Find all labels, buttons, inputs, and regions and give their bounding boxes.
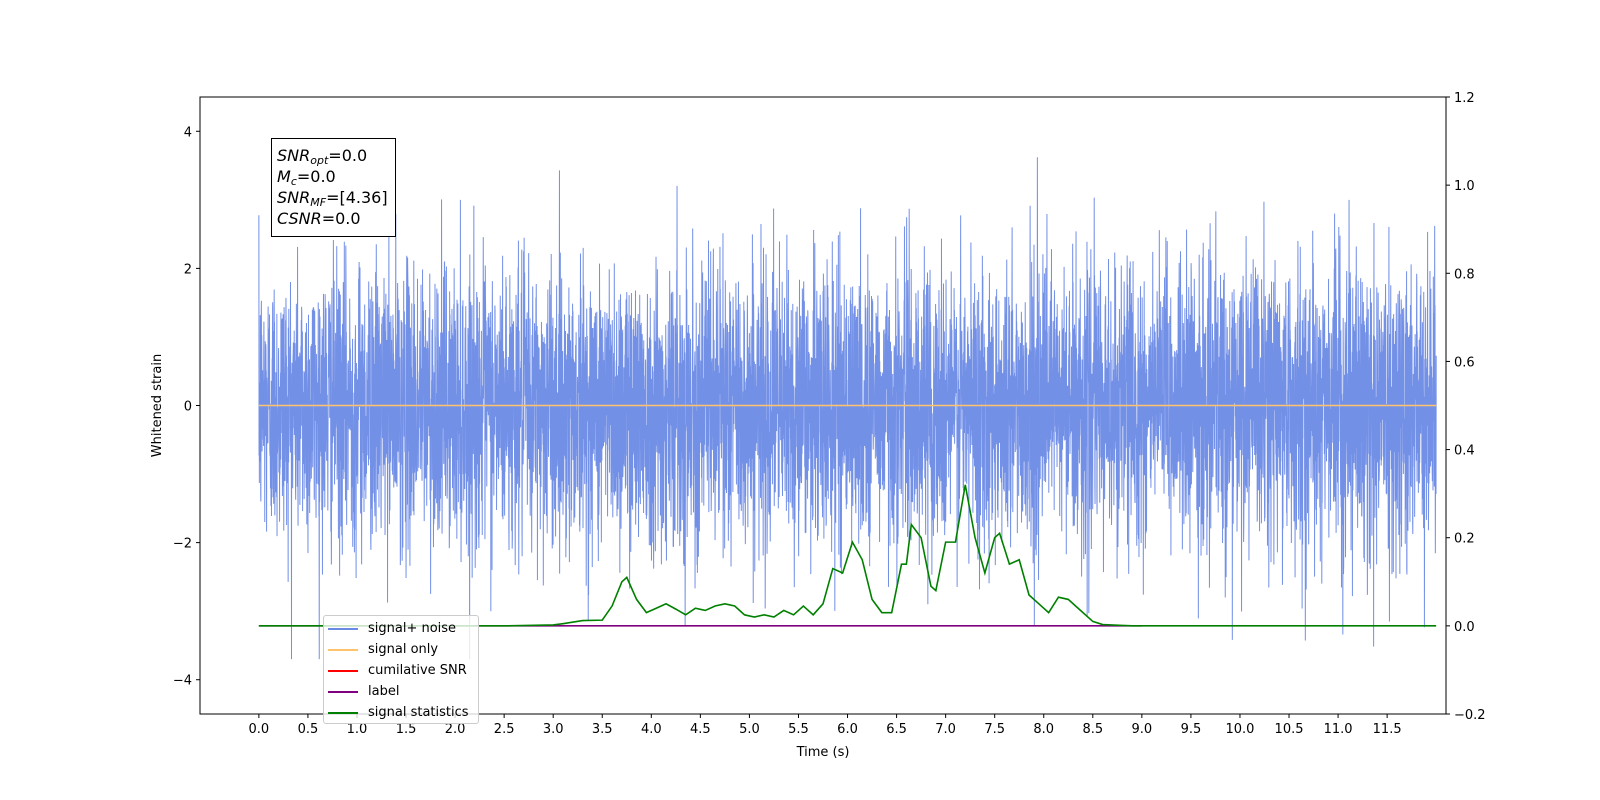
x-tick-label: 4.0 [641, 722, 662, 737]
x-tick-label: 11.5 [1373, 722, 1402, 737]
y-tick-label: −4 [173, 674, 192, 689]
x-tick-label: 2.0 [445, 722, 466, 737]
x-tick-label: 7.5 [984, 722, 1005, 737]
series-signal-plus-noise [258, 157, 1437, 660]
annotation-snr-opt: SNRopt=0.0 [277, 146, 368, 167]
legend-swatch [328, 648, 358, 651]
x-tick-label: 11.0 [1324, 722, 1353, 737]
y-tick-label: 4 [184, 125, 192, 140]
legend-swatch [328, 669, 358, 672]
x-tick-label: 0.5 [298, 722, 319, 737]
series-line-signal-statistics [258, 484, 1437, 627]
y-tick-label: 0 [184, 400, 192, 415]
y2-tick-label: 1.2 [1454, 91, 1475, 106]
stats-annotation-box: SNRopt=0.0 Mc=0.0 SNRMF=[4.36] CSNR=0.0 [271, 138, 396, 237]
x-tick-label: 5.0 [739, 722, 760, 737]
legend-swatch [328, 711, 358, 714]
y-tick-label: 2 [184, 262, 192, 277]
x-tick-label: 3.5 [592, 722, 613, 737]
y-axis-ticks: 4 2 0 −2 −4 [173, 125, 200, 689]
annotation-snr-mf: SNRMF=[4.36] [277, 188, 388, 209]
x-tick-label: 6.0 [837, 722, 858, 737]
y2-axis-ticks: 1.2 1.0 0.8 0.6 0.4 0.2 0.0 −0.2 [1446, 91, 1486, 723]
x-tick-label: 9.0 [1132, 722, 1153, 737]
y2-tick-label: 0.4 [1454, 444, 1475, 459]
annotation-mc: Mc=0.0 [277, 167, 336, 188]
x-tick-label: 7.0 [935, 722, 956, 737]
x-tick-label: 1.0 [347, 722, 368, 737]
legend-label: signal only [368, 642, 439, 657]
x-tick-label: 3.0 [543, 722, 564, 737]
x-axis-label: Time (s) [796, 745, 850, 760]
legend-label: cumilative SNR [368, 663, 467, 678]
x-axis-ticks: 0.0 0.5 1.0 1.5 2.0 2.5 3.0 3.5 4.0 4.5 5.0 5.5 6.0 6… [249, 714, 1402, 737]
legend-label: signal+ noise [368, 621, 457, 636]
legend-item-signal-only: signal only [324, 639, 478, 660]
x-tick-label: 10.0 [1225, 722, 1254, 737]
x-tick-label: 5.5 [788, 722, 809, 737]
x-tick-label: 6.5 [886, 722, 907, 737]
y-tick-label: −2 [173, 537, 192, 552]
legend-swatch [328, 690, 358, 693]
x-tick-label: 8.5 [1082, 722, 1103, 737]
legend-label: signal statistics [368, 705, 469, 720]
x-tick-label: 4.5 [690, 722, 711, 737]
legend-swatch [328, 627, 358, 630]
legend-item-label: label [324, 681, 478, 702]
y2-tick-label: 0.0 [1454, 620, 1475, 635]
x-tick-label: 8.0 [1033, 722, 1054, 737]
legend-label: label [368, 684, 400, 699]
y2-tick-label: 0.8 [1454, 267, 1475, 282]
x-tick-label: 1.5 [396, 722, 417, 737]
y2-tick-label: 0.6 [1454, 355, 1475, 370]
y2-tick-label: −0.2 [1454, 708, 1486, 723]
series-line-signal-plus-noise [258, 157, 1437, 660]
legend-item-signal-statistics: signal statistics [324, 702, 478, 723]
legend-item-signal-plus-noise: signal+ noise [324, 618, 478, 639]
x-tick-label: 2.5 [494, 722, 515, 737]
annotation-csnr: CSNR=0.0 [277, 209, 361, 228]
legend-item-cumilative-snr: cumilative SNR [324, 660, 478, 681]
y2-tick-label: 0.2 [1454, 532, 1475, 547]
x-tick-label: 10.5 [1275, 722, 1304, 737]
y2-tick-label: 1.0 [1454, 179, 1475, 194]
legend: signal+ noise signal only cumilative SNR… [323, 615, 479, 724]
x-tick-label: 0.0 [249, 722, 270, 737]
y-axis-label: Whitened strain [150, 354, 165, 457]
x-tick-label: 9.5 [1181, 722, 1202, 737]
